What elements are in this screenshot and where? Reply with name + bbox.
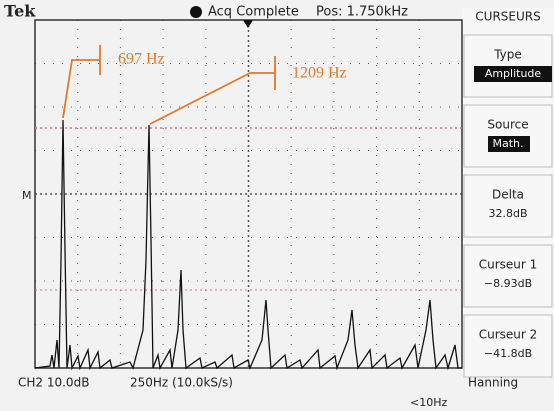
brand: Tek — [4, 2, 36, 21]
menu-value: Amplitude — [485, 67, 542, 80]
menu-value: 32.8dB — [488, 207, 527, 220]
menu-value: −41.8dB — [484, 347, 532, 360]
timebase: 250Hz (10.0kS/s) — [130, 376, 233, 390]
annotation: 1209 Hz — [292, 65, 347, 82]
menu-item[interactable] — [464, 315, 552, 377]
menu-label: Type — [493, 48, 522, 62]
position: Pos: 1.750kHz — [316, 5, 408, 20]
menu-label: Delta — [492, 188, 524, 202]
annotation: 697 Hz — [118, 51, 165, 68]
math-marker: M — [22, 189, 32, 202]
menu-item[interactable] — [464, 175, 552, 237]
window-type: Hanning — [468, 376, 518, 390]
note: <10Hz — [410, 396, 447, 409]
scope-screen: 697 Hz 1209 Hz Tek Acq Complete Pos: 1.7… — [0, 0, 554, 411]
menu-value: Math. — [492, 137, 523, 150]
menu-label: Curseur 2 — [479, 328, 538, 342]
menu-title: CURSEURS — [475, 10, 540, 24]
menu-label: Source — [487, 118, 528, 132]
menu: Type Amplitude Source Math. Delta 32.8dB Curse… — [464, 35, 552, 377]
status-dot — [190, 6, 202, 18]
channel-scale: CH2 10.0dB — [18, 376, 89, 390]
status: Acq Complete — [208, 5, 299, 20]
menu-item[interactable] — [464, 245, 552, 307]
page: {"header": {"brand": "Tek", "status": "A… — [0, 0, 554, 411]
menu-label: Curseur 1 — [479, 258, 538, 272]
menu-value: −8.93dB — [484, 277, 532, 290]
